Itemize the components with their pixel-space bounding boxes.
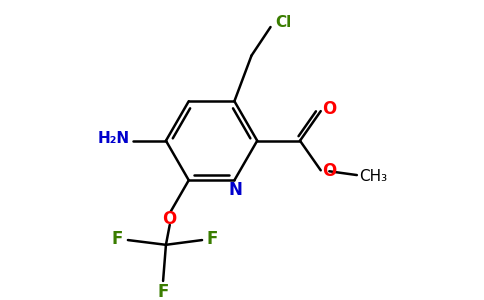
Text: H₂N: H₂N <box>98 131 130 146</box>
Text: O: O <box>163 210 177 228</box>
Text: CH₃: CH₃ <box>359 169 387 184</box>
Text: O: O <box>322 162 336 180</box>
Text: F: F <box>157 284 169 300</box>
Text: O: O <box>322 100 336 118</box>
Text: Cl: Cl <box>276 15 292 30</box>
Text: F: F <box>112 230 123 248</box>
Text: N: N <box>228 181 242 199</box>
Text: F: F <box>207 230 218 248</box>
